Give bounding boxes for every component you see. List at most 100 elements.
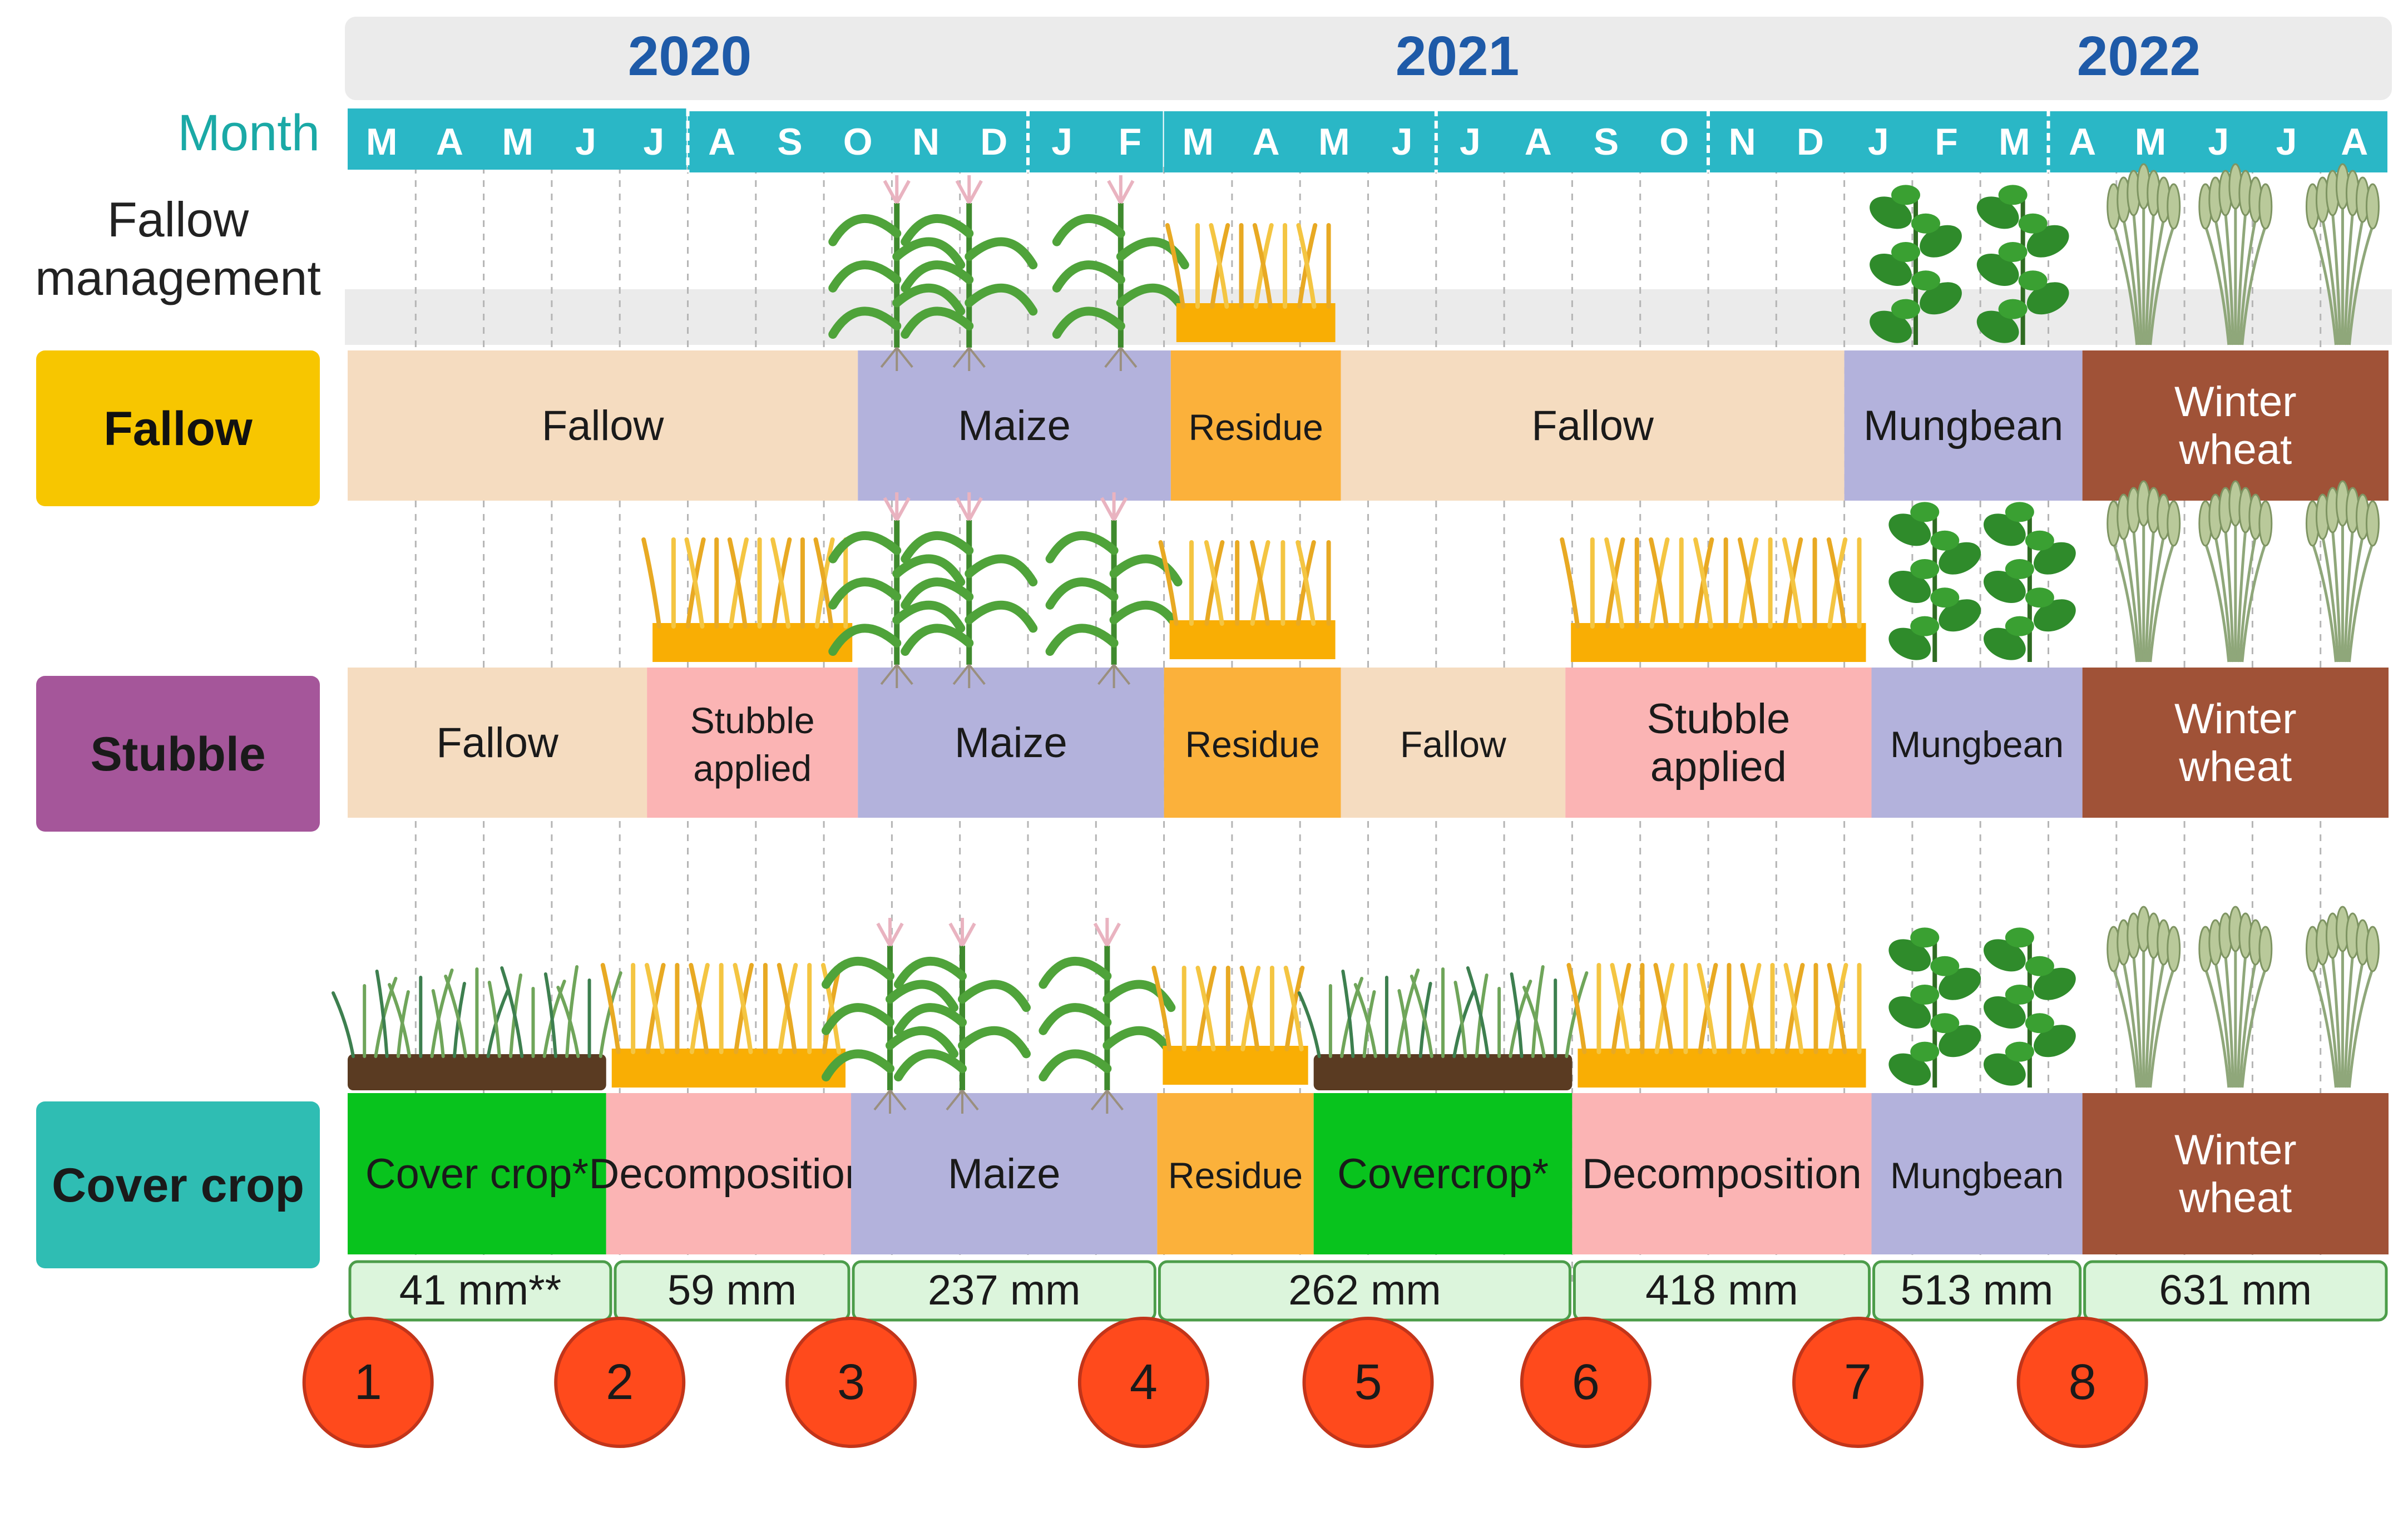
phase-cover — [348, 1093, 606, 1254]
cover-crop-grass-icon — [1297, 965, 1589, 1090]
phase-block: Cover crop* — [332, 965, 622, 1254]
month-label: M — [502, 121, 533, 163]
month-label: M — [1182, 121, 1214, 163]
phase-residue — [1164, 668, 1341, 818]
month-label: M — [366, 121, 398, 163]
phase-label: wheat — [2178, 1174, 2292, 1222]
sampling-point-marker: 7 — [1792, 1317, 1924, 1448]
phase-wheat — [2082, 350, 2389, 501]
rainfall-label: 59 mm — [667, 1267, 797, 1314]
month-label: O — [843, 121, 873, 163]
phase-crop — [858, 350, 1171, 501]
phase-label: Stubble — [1646, 695, 1790, 743]
phase-block: Residue — [1165, 223, 1341, 501]
phase-label: Fallow — [436, 719, 559, 767]
phase-label: Winter — [2174, 695, 2297, 743]
phase-label: Maize — [958, 402, 1071, 449]
month-band-segment — [1164, 111, 2387, 172]
rainfall-box: 262 mm — [1158, 1260, 1571, 1322]
phase-crop — [1871, 668, 2083, 818]
sampling-point-label: 2 — [606, 1355, 634, 1410]
month-label: J — [1392, 121, 1413, 163]
phase-block: Fallow — [348, 668, 647, 818]
sampling-point-marker: 4 — [1077, 1317, 1209, 1448]
phase-label: Fallow — [1531, 402, 1654, 449]
maize-plant-icon — [1045, 492, 1183, 688]
month-label: J — [1051, 121, 1072, 163]
month-label: M — [1999, 121, 2030, 163]
phase-block: Decomposition — [1566, 963, 1872, 1254]
rainfall-label: 41 mm** — [399, 1267, 561, 1314]
phase-block: Residue — [1151, 966, 1314, 1254]
phase-label: Stubble — [690, 700, 815, 741]
sampling-point-label: 7 — [1844, 1355, 1872, 1410]
treatment-label-box — [36, 350, 320, 506]
month-label: A — [436, 121, 463, 163]
phase-label: Residue — [1189, 407, 1323, 448]
phase-label: Mungbean — [1863, 402, 2063, 449]
month-heading: Month — [177, 105, 320, 161]
crop-residue-icon — [600, 963, 846, 1088]
mungbean-plant-icon — [1976, 185, 2069, 345]
wheat-plant-icon — [2198, 906, 2273, 1088]
phase-label: Mungbean — [1890, 1155, 2064, 1196]
phase-block: Maize — [828, 492, 1183, 818]
wheat-plant-icon — [2107, 906, 2181, 1088]
phase-label: wheat — [2178, 743, 2292, 790]
month-label: N — [1729, 121, 1756, 163]
phase-block: Fallow — [1341, 350, 1845, 501]
rainfall-box: 59 mm — [614, 1260, 851, 1322]
rainfall-row: 41 mm** 59 mm 237 mm 262 mm 418 mm 513 mm 631 … — [348, 1260, 2388, 1322]
month-label: N — [912, 121, 940, 163]
phase-block: Mungbean — [1871, 927, 2083, 1254]
rainfall-box: 631 mm — [2083, 1260, 2388, 1322]
maize-plant-icon — [901, 492, 1038, 688]
phase-decomp — [1565, 668, 1872, 818]
phase-wheat — [2082, 668, 2389, 818]
phase-crop — [858, 668, 1164, 818]
wheat-plant-icon — [2305, 480, 2380, 663]
crop-residue-icon — [1151, 966, 1308, 1085]
sampling-point-label: 3 — [837, 1355, 865, 1410]
month-label: J — [1868, 121, 1889, 163]
sampling-point-label: 5 — [1354, 1355, 1382, 1410]
mungbean-plant-icon — [1983, 927, 2076, 1088]
sampling-point-label: 1 — [354, 1355, 382, 1410]
maize-plant-icon — [828, 175, 966, 371]
crop-residue-icon — [1165, 223, 1336, 342]
phase-label: Maize — [955, 719, 1067, 767]
rainfall-label: 237 mm — [928, 1267, 1081, 1314]
phase-decomp — [606, 1093, 852, 1254]
cover-crop-grass-icon — [332, 965, 622, 1090]
phase-label: Fallow — [1400, 724, 1506, 765]
month-label: J — [643, 121, 664, 163]
treatment-label: Fallow — [103, 402, 253, 456]
wheat-plant-icon — [2107, 163, 2181, 345]
month-label: D — [1797, 121, 1824, 163]
mungbean-plant-icon — [1888, 927, 1981, 1088]
phase-wheat — [2082, 1093, 2389, 1254]
phase-residue — [1170, 350, 1341, 501]
phase-block: Maize — [828, 175, 1189, 501]
phase-label: Residue — [1168, 1155, 1303, 1196]
year-label-2021: 2021 — [1396, 25, 1519, 87]
maize-plant-icon — [1039, 918, 1176, 1114]
month-label: D — [980, 121, 1007, 163]
sampling-point-label: 4 — [1130, 1355, 1158, 1410]
phase-block: Residue — [1158, 540, 1341, 818]
phase-cover — [1313, 1093, 1573, 1254]
wheat-plant-icon — [2107, 480, 2181, 663]
phase-crop — [1871, 1093, 2083, 1254]
month-label: A — [1252, 121, 1279, 163]
crop-residue-icon — [1560, 537, 1866, 662]
phase-block: Decomposition — [589, 963, 868, 1254]
sampling-point-marker: 2 — [554, 1317, 686, 1448]
phase-label: Covercrop* — [1337, 1150, 1549, 1198]
phase-label: Maize — [948, 1150, 1061, 1198]
treatment-row: Cover crop Cover crop* Decomposition Maize R… — [36, 906, 2389, 1268]
rainfall-box: 41 mm** — [348, 1260, 612, 1322]
